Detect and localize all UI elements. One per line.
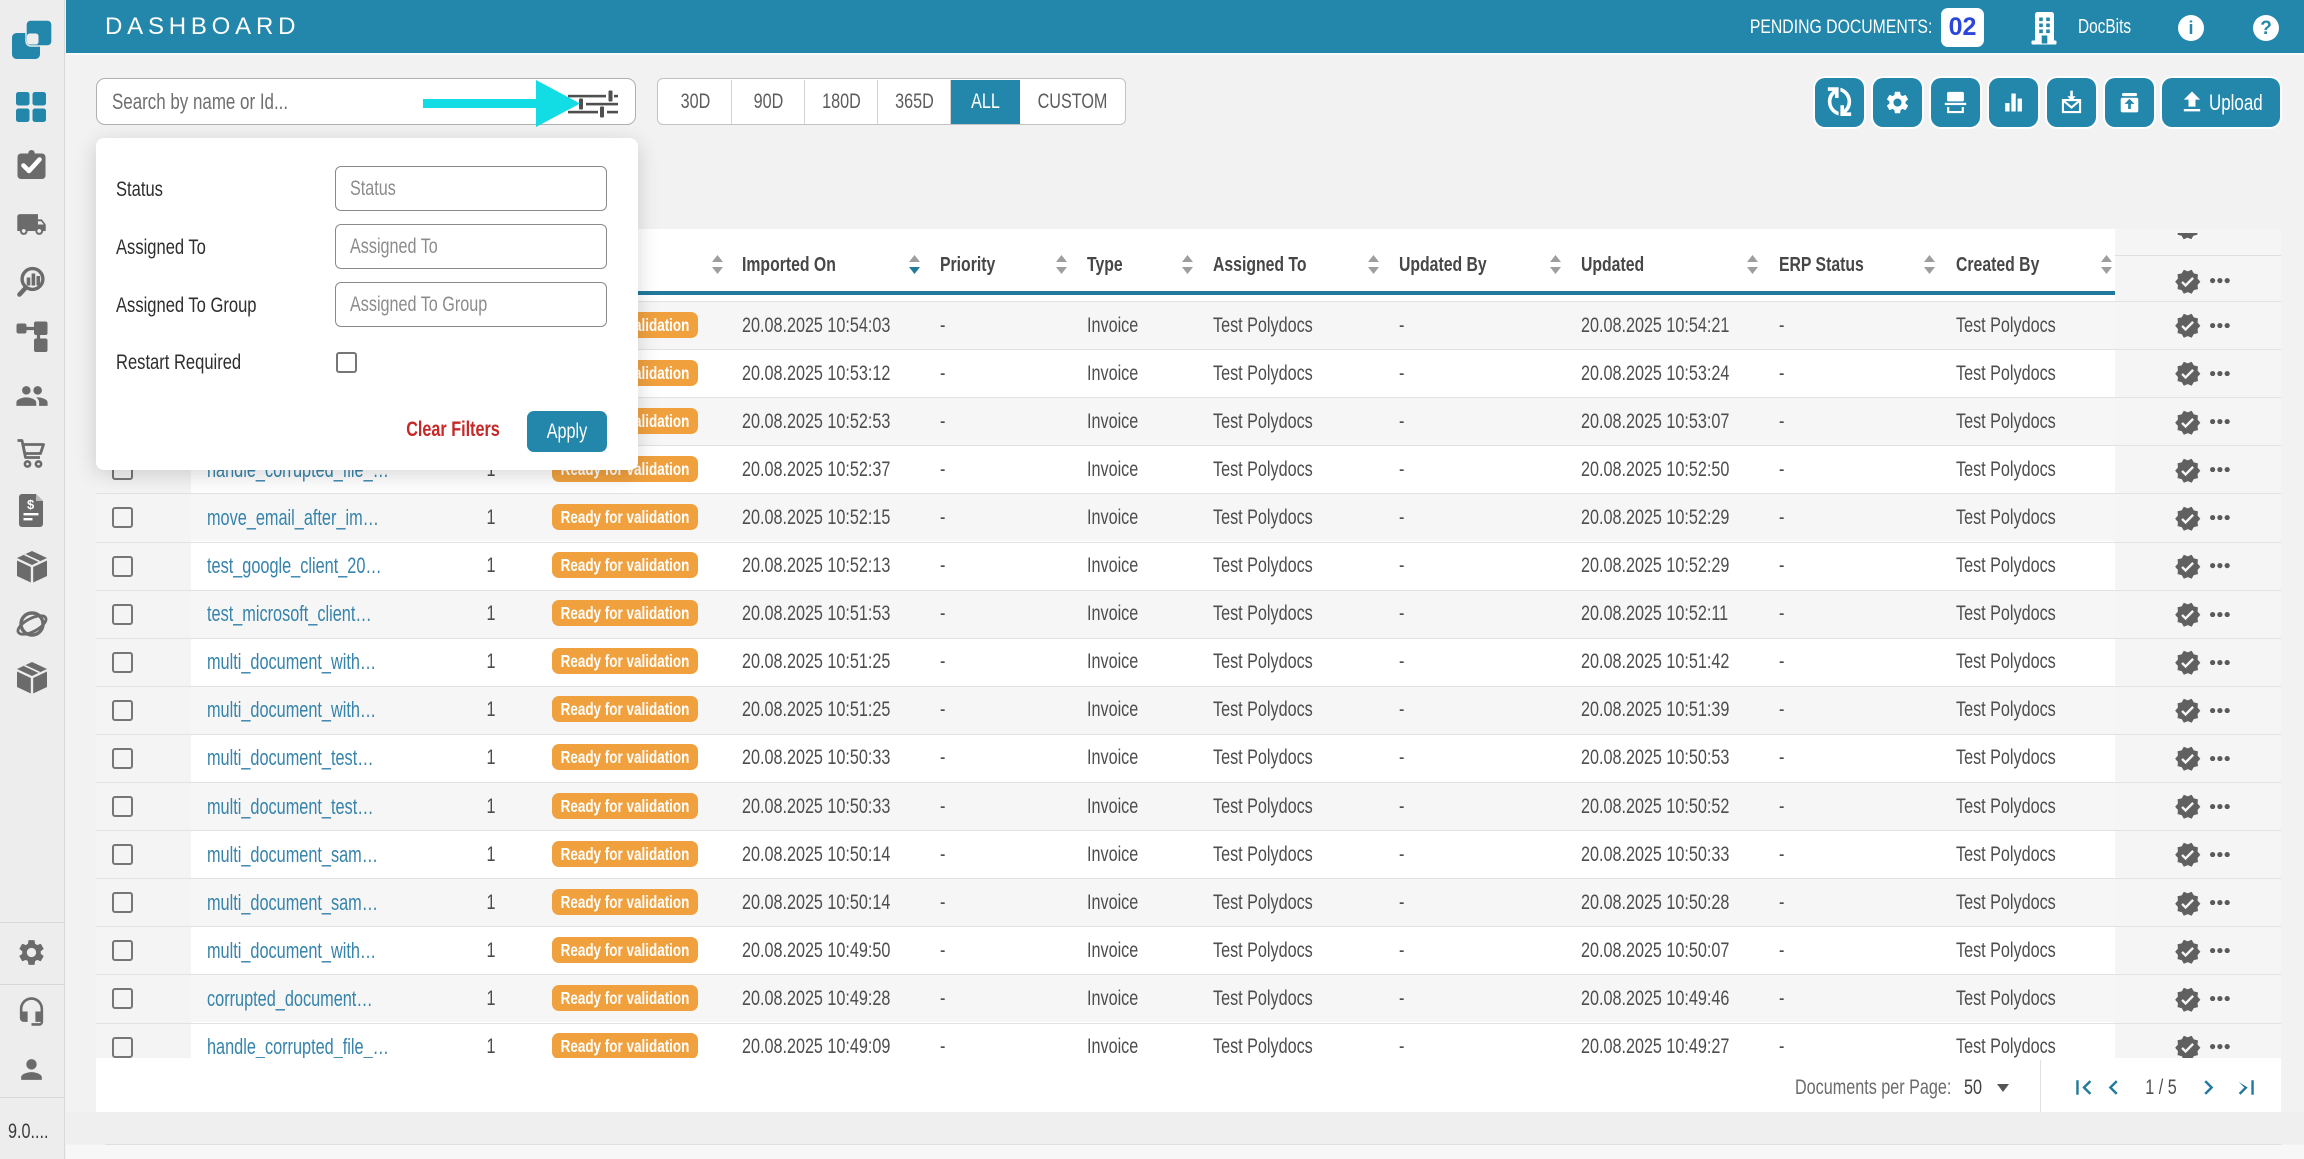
svg-text:$: $: [27, 497, 35, 512]
